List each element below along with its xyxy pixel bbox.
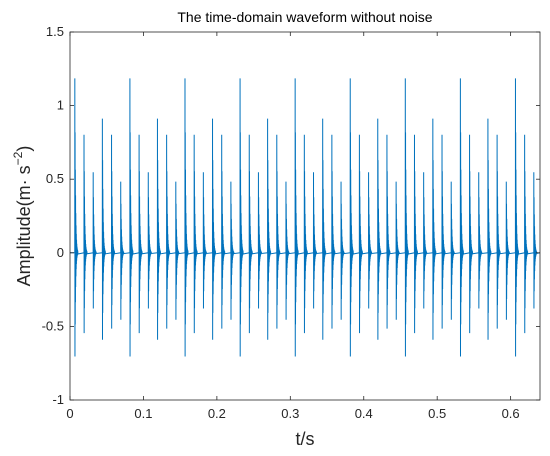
chart-title: The time-domain waveform without noise — [177, 9, 432, 25]
x-tick-label: 0 — [66, 406, 73, 421]
x-tick-label: 0.4 — [355, 406, 373, 421]
y-tick-label: 1 — [57, 98, 64, 113]
y-tick-label: -0.5 — [42, 318, 64, 333]
waveform-line — [70, 78, 541, 357]
x-tick-label: 0.2 — [208, 406, 226, 421]
x-tick-label: 0.1 — [134, 406, 152, 421]
x-tick-label: 0.3 — [281, 406, 299, 421]
y-tick-label: 0 — [57, 245, 64, 260]
plot-frame — [69, 31, 541, 401]
y-axis-label: Amplitude(m· s−2) — [11, 146, 34, 287]
y-tick-label: -1 — [52, 392, 64, 407]
x-axis-label: t/s — [295, 429, 314, 449]
x-tick-label: 0.5 — [428, 406, 446, 421]
y-axis-label-close: ) — [14, 146, 34, 152]
y-axis-ticks: -1 -0.5 0 0.5 1 1.5 — [42, 24, 540, 407]
y-tick-label: 1.5 — [46, 24, 64, 39]
x-axis-ticks: 0 0.1 0.2 0.3 0.4 0.5 0.6 — [66, 32, 520, 421]
y-tick-label: 0.5 — [46, 171, 64, 186]
y-axis-label-sup: −2 — [11, 151, 25, 165]
x-tick-label: 0.6 — [502, 406, 520, 421]
y-axis-label-main: Amplitude(m· s — [14, 165, 34, 286]
